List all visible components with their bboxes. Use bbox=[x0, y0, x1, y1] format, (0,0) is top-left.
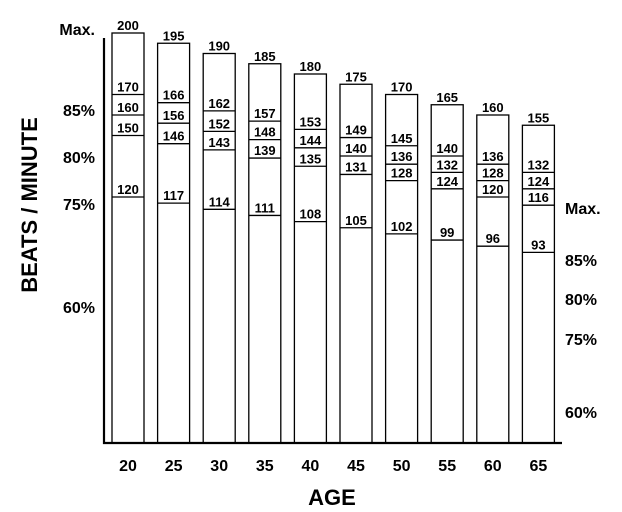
data-label: 185 bbox=[254, 49, 276, 64]
data-label: 120 bbox=[117, 182, 139, 197]
data-label: 124 bbox=[436, 174, 458, 189]
data-label: 116 bbox=[528, 190, 549, 205]
left-label: 80% bbox=[63, 150, 95, 167]
x-tick-label: 55 bbox=[438, 458, 456, 475]
right-label: 85% bbox=[565, 253, 597, 270]
y-axis-title: BEATS / MINUTE bbox=[17, 117, 42, 293]
bar-max-60 bbox=[476, 114, 510, 444]
right-label: 75% bbox=[565, 332, 597, 349]
data-label: 136 bbox=[391, 149, 413, 164]
data-label: 150 bbox=[117, 121, 139, 136]
data-label: 143 bbox=[208, 135, 230, 150]
data-label: 117 bbox=[163, 188, 184, 203]
bar-max-20 bbox=[111, 32, 145, 444]
bar-max-50 bbox=[384, 93, 419, 444]
data-label: 140 bbox=[345, 141, 367, 156]
bar-column-age-40: 180 153 144 135 108 bbox=[293, 59, 328, 444]
x-tick-label: 25 bbox=[165, 458, 183, 475]
bar-column-age-30: 190 162 152 143 114 bbox=[202, 39, 236, 444]
data-label: 170 bbox=[117, 80, 139, 95]
x-tick-label: 35 bbox=[256, 458, 274, 475]
data-label: 105 bbox=[345, 213, 367, 228]
data-label: 170 bbox=[391, 80, 413, 95]
data-label: 190 bbox=[208, 39, 230, 54]
x-tick-label: 45 bbox=[347, 458, 365, 475]
data-label: 136 bbox=[482, 149, 504, 164]
data-label: 160 bbox=[482, 100, 504, 115]
data-label: 108 bbox=[300, 207, 322, 222]
left-zone-labels: Max. 85% 80% 75% 60% bbox=[59, 22, 95, 317]
data-label: 200 bbox=[117, 18, 139, 33]
data-label: 132 bbox=[528, 157, 550, 172]
data-label: 128 bbox=[391, 166, 413, 181]
x-tick-label: 20 bbox=[119, 458, 137, 475]
data-label: 139 bbox=[254, 143, 276, 158]
data-label: 99 bbox=[440, 225, 454, 240]
bar-max-30 bbox=[202, 52, 236, 444]
data-label: 166 bbox=[163, 88, 185, 103]
x-tick-label: 65 bbox=[530, 458, 548, 475]
bar-max-40 bbox=[293, 73, 328, 444]
x-tick-label: 30 bbox=[210, 458, 228, 475]
bar-max-55 bbox=[430, 104, 464, 444]
right-label: 60% bbox=[565, 405, 597, 422]
data-label: 149 bbox=[345, 123, 367, 138]
data-label: 152 bbox=[208, 116, 230, 131]
data-label: 114 bbox=[209, 194, 231, 209]
x-axis-title: AGE bbox=[308, 485, 356, 510]
data-label: 144 bbox=[300, 133, 322, 148]
data-label: 180 bbox=[300, 59, 322, 74]
right-label: 80% bbox=[565, 292, 597, 309]
bar-column-age-25: 195 166 156 146 117 bbox=[156, 28, 191, 444]
data-label: 111 bbox=[255, 200, 275, 215]
data-label: 175 bbox=[345, 69, 367, 84]
data-label: 102 bbox=[391, 219, 413, 234]
data-label: 160 bbox=[117, 100, 139, 115]
bar-column-age-20: 200 170 160 150 120 bbox=[111, 18, 145, 444]
data-label: 120 bbox=[482, 182, 504, 197]
x-tick-label: 60 bbox=[484, 458, 502, 475]
axes bbox=[102, 38, 562, 445]
bar-column-age-50: 170 145 136 128 102 bbox=[384, 80, 419, 444]
data-label: 156 bbox=[163, 108, 185, 123]
data-label: 157 bbox=[254, 106, 276, 121]
data-label: 162 bbox=[208, 96, 230, 111]
data-label: 93 bbox=[531, 237, 545, 252]
bar-column-age-35: 185 157 148 139 111 bbox=[248, 49, 282, 444]
right-label: Max. bbox=[565, 201, 601, 218]
data-label: 146 bbox=[163, 129, 185, 144]
data-label: 155 bbox=[528, 110, 550, 125]
left-label: 60% bbox=[63, 300, 95, 317]
x-tick-label: 40 bbox=[302, 458, 320, 475]
left-label: 75% bbox=[63, 197, 95, 214]
data-label: 145 bbox=[391, 131, 413, 146]
data-label: 153 bbox=[300, 114, 322, 129]
data-label: 132 bbox=[436, 157, 458, 172]
data-label: 135 bbox=[300, 151, 322, 166]
data-label: 148 bbox=[254, 125, 276, 140]
x-tick-labels: 20 25 30 35 40 45 50 55 60 65 bbox=[119, 458, 547, 475]
right-zone-labels: Max. 85% 80% 75% 60% bbox=[565, 201, 601, 422]
data-label: 96 bbox=[486, 231, 500, 246]
data-label: 124 bbox=[528, 174, 550, 189]
data-label: 165 bbox=[436, 90, 458, 105]
bar-column-age-45: 175 149 140 131 105 bbox=[339, 69, 373, 444]
bar-max-65 bbox=[521, 124, 556, 444]
bar-max-45 bbox=[339, 83, 373, 444]
data-label: 140 bbox=[436, 141, 458, 156]
left-label: 85% bbox=[63, 103, 95, 120]
x-tick-label: 50 bbox=[393, 458, 411, 475]
data-label: 131 bbox=[345, 159, 367, 174]
data-label: 195 bbox=[163, 28, 185, 43]
data-label: 128 bbox=[482, 166, 504, 181]
bars-group: 2001701601501201951661561461171901621521… bbox=[111, 18, 556, 444]
left-label: Max. bbox=[59, 22, 95, 39]
